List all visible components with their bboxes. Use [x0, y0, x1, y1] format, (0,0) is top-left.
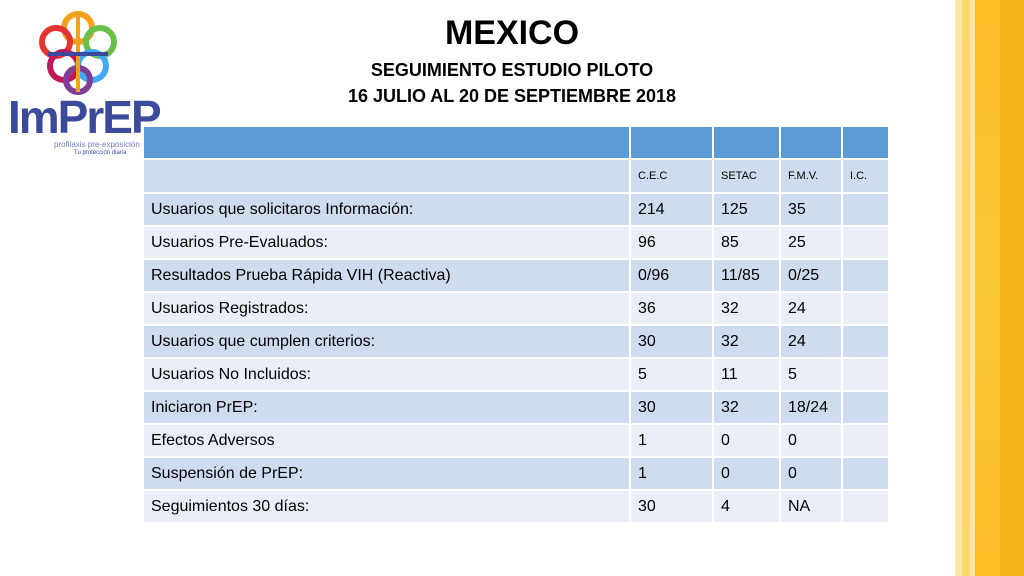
table-header-row: [142, 125, 890, 160]
column-label-cec: C.E.C: [629, 158, 714, 194]
table-row: Usuarios Pre-Evaluados: 96 85 25: [142, 225, 890, 260]
cell-setac: 4: [712, 489, 781, 524]
header-cell: [142, 125, 631, 160]
cell-fmv: NA: [779, 489, 843, 524]
cell-setac: 125: [712, 192, 781, 227]
cell-ic: [841, 225, 890, 260]
table-row: Usuarios que cumplen criterios: 30 32 24: [142, 324, 890, 359]
cell-ic: [841, 291, 890, 326]
cell-cec: 5: [629, 357, 714, 392]
table-row: Usuarios Registrados: 36 32 24: [142, 291, 890, 326]
cell-fmv: 5: [779, 357, 843, 392]
row-label: Usuarios Pre-Evaluados:: [142, 225, 631, 260]
cell-cec: 1: [629, 456, 714, 491]
header-cell: [841, 125, 890, 160]
cell-ic: [841, 423, 890, 458]
header-cell: [629, 125, 714, 160]
cell-cec: 1: [629, 423, 714, 458]
column-label-ic: I.C.: [841, 158, 890, 194]
column-label-setac: SETAC: [712, 158, 781, 194]
column-label-fmv: F.M.V.: [779, 158, 843, 194]
cell-cec: 30: [629, 324, 714, 359]
table-row: Suspensión de PrEP: 1 0 0: [142, 456, 890, 491]
row-label: Usuarios que solicitaros Información:: [142, 192, 631, 227]
page-subtitle: SEGUIMIENTO ESTUDIO PILOTO: [370, 60, 654, 80]
cell-cec: 96: [629, 225, 714, 260]
cell-cec: 30: [629, 489, 714, 524]
cell-setac: 32: [712, 390, 781, 425]
table-row: Resultados Prueba Rápida VIH (Reactiva) …: [142, 258, 890, 293]
page-title: MEXICO: [444, 14, 580, 52]
row-label: Resultados Prueba Rápida VIH (Reactiva): [142, 258, 631, 293]
cell-cec: 214: [629, 192, 714, 227]
cell-cec: 30: [629, 390, 714, 425]
cell-setac: 32: [712, 324, 781, 359]
table-row: Efectos Adversos 1 0 0: [142, 423, 890, 458]
side-decoration-edge: [1000, 0, 1024, 576]
cell-setac: 11/85: [712, 258, 781, 293]
row-label: Iniciaron PrEP:: [142, 390, 631, 425]
cell-cec: 36: [629, 291, 714, 326]
table-row: Usuarios que solicitaros Información: 21…: [142, 192, 890, 227]
logo-wordmark: ImPrEP: [8, 91, 162, 143]
results-table: C.E.C SETAC F.M.V. I.C. Usuarios que sol…: [142, 125, 890, 524]
row-label: Efectos Adversos: [142, 423, 631, 458]
cell-cec: 0/96: [629, 258, 714, 293]
cell-setac: 11: [712, 357, 781, 392]
page-date-range: 16 JULIO AL 20 DE SEPTIEMBRE 2018: [347, 86, 677, 106]
header-cell: [712, 125, 781, 160]
table-row: Seguimientos 30 días: 30 4 NA: [142, 489, 890, 524]
cell-ic: [841, 192, 890, 227]
row-label: Usuarios No Incluidos:: [142, 357, 631, 392]
logo-emblem-icon: [39, 11, 117, 95]
logo-subtagline: Tu protección diaria: [74, 150, 127, 156]
cell-setac: 85: [712, 225, 781, 260]
logo-tagline: profilaxis pre-exposición: [54, 140, 140, 149]
header-cell: [779, 125, 843, 160]
cell-fmv: 0: [779, 423, 843, 458]
cell-fmv: 0: [779, 456, 843, 491]
cell-ic: [841, 258, 890, 293]
imprep-logo: ImPrEP profilaxis pre-exposición Tu prot…: [8, 8, 162, 158]
table-row: Usuarios No Incluidos: 5 11 5: [142, 357, 890, 392]
cell-setac: 0: [712, 423, 781, 458]
row-label: Usuarios Registrados:: [142, 291, 631, 326]
cell-ic: [841, 390, 890, 425]
cell-setac: 32: [712, 291, 781, 326]
cell-fmv: 25: [779, 225, 843, 260]
cell-ic: [841, 324, 890, 359]
cell-setac: 0: [712, 456, 781, 491]
column-labels-row: C.E.C SETAC F.M.V. I.C.: [142, 158, 890, 194]
cell-fmv: 24: [779, 324, 843, 359]
row-label: Seguimientos 30 días:: [142, 489, 631, 524]
table-row: Iniciaron PrEP: 30 32 18/24: [142, 390, 890, 425]
cell-fmv: 0/25: [779, 258, 843, 293]
row-label: Suspensión de PrEP:: [142, 456, 631, 491]
cell-fmv: 18/24: [779, 390, 843, 425]
side-decoration-stripe: [962, 0, 970, 576]
column-label-empty: [142, 158, 631, 194]
cell-ic: [841, 489, 890, 524]
cell-ic: [841, 357, 890, 392]
cell-fmv: 35: [779, 192, 843, 227]
cell-ic: [841, 456, 890, 491]
cell-fmv: 24: [779, 291, 843, 326]
row-label: Usuarios que cumplen criterios:: [142, 324, 631, 359]
